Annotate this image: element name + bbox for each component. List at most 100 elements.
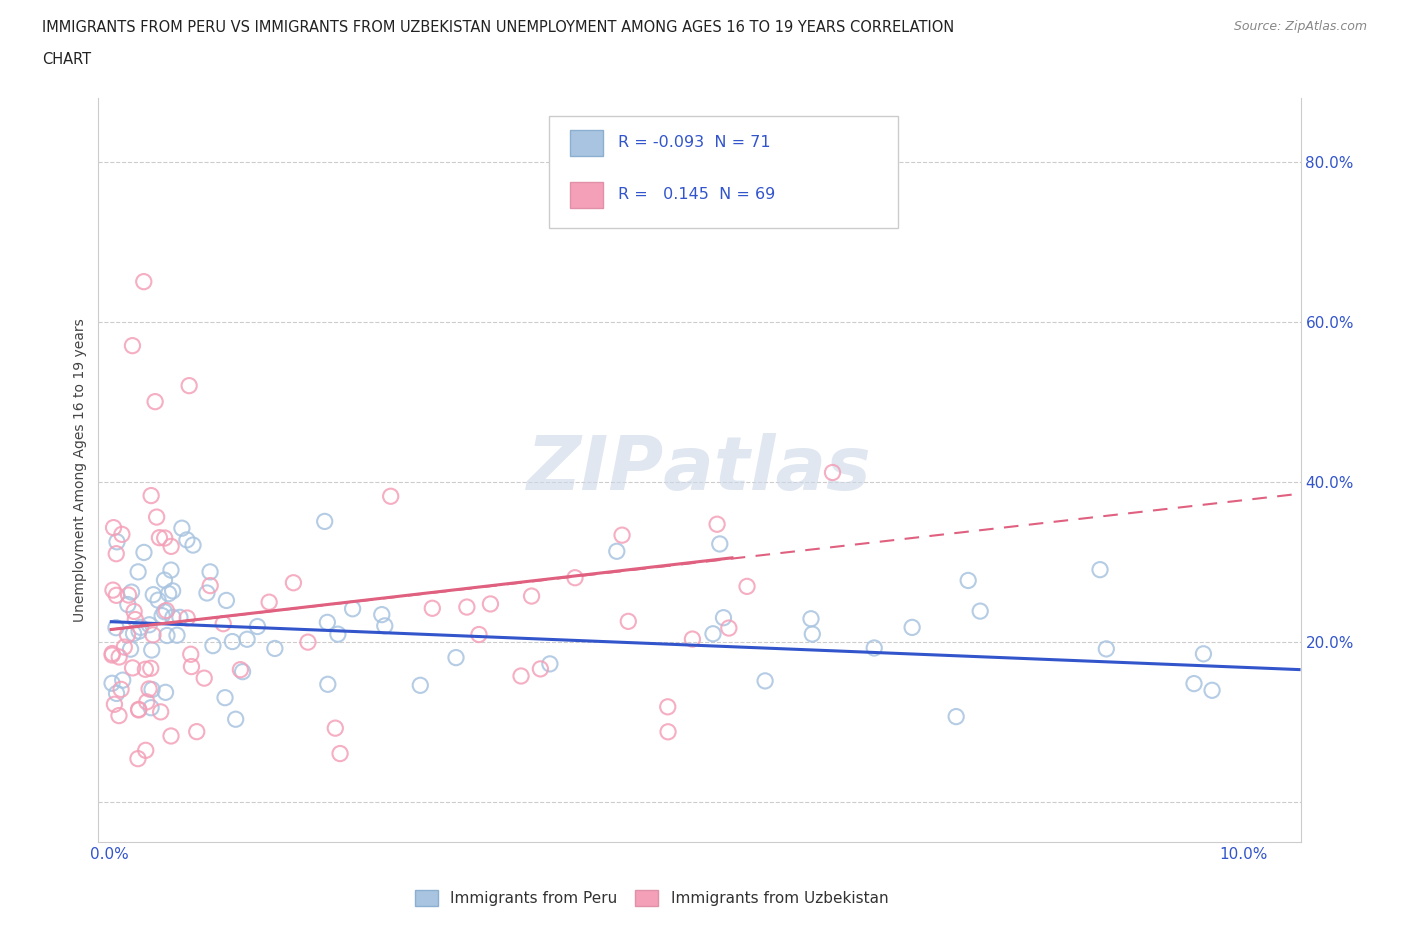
FancyBboxPatch shape [550, 116, 898, 228]
Point [969, 604, 991, 618]
Text: R =   0.145  N = 69: R = 0.145 N = 69 [617, 187, 775, 202]
Point [132, 274, 155, 289]
Point [145, 510, 167, 525]
Point [538, 657, 561, 671]
Point [314, 514, 336, 529]
Point [380, 489, 402, 504]
Point [162, 610, 184, 625]
Point [702, 626, 724, 641]
Point [801, 627, 824, 642]
Point [127, 565, 149, 579]
Point [169, 610, 191, 625]
Point [117, 588, 139, 603]
Point [754, 673, 776, 688]
Point [342, 602, 364, 617]
Legend: Immigrants from Peru, Immigrants from Uzbekistan: Immigrants from Peru, Immigrants from Uz… [409, 884, 894, 912]
Point [456, 600, 478, 615]
Point [1201, 683, 1223, 698]
Point [122, 626, 145, 641]
Point [111, 527, 134, 542]
Point [709, 537, 731, 551]
Point [215, 593, 238, 608]
Point [142, 628, 165, 643]
Point [121, 660, 143, 675]
Point [108, 708, 131, 723]
Text: R = -0.093  N = 71: R = -0.093 N = 71 [617, 135, 770, 150]
Point [103, 520, 125, 535]
Point [225, 711, 247, 726]
Point [283, 576, 305, 591]
Point [139, 661, 162, 676]
Point [111, 672, 134, 687]
Point [117, 628, 139, 643]
Point [520, 589, 543, 604]
Point [112, 640, 135, 655]
Point [105, 546, 128, 561]
Text: CHART: CHART [42, 52, 91, 67]
Point [510, 669, 533, 684]
Point [957, 573, 980, 588]
Point [468, 627, 491, 642]
Point [160, 728, 183, 743]
Point [127, 751, 149, 766]
Point [198, 565, 221, 579]
Point [143, 394, 166, 409]
Point [121, 585, 143, 600]
Point [135, 695, 157, 710]
Point [195, 586, 218, 601]
Point [221, 634, 243, 649]
Point [110, 682, 132, 697]
Point [821, 465, 844, 480]
Point [409, 678, 432, 693]
Point [198, 578, 221, 593]
Point [176, 533, 198, 548]
Point [120, 642, 142, 657]
Point [657, 699, 679, 714]
Point [297, 634, 319, 649]
Point [236, 631, 259, 646]
Point [263, 641, 285, 656]
Point [444, 650, 467, 665]
Point [128, 702, 150, 717]
Text: IMMIGRANTS FROM PERU VS IMMIGRANTS FROM UZBEKISTAN UNEMPLOYMENT AMONG AGES 16 TO: IMMIGRANTS FROM PERU VS IMMIGRANTS FROM … [42, 20, 955, 35]
Point [181, 538, 204, 552]
Point [153, 531, 176, 546]
Point [105, 686, 128, 701]
Point [1095, 642, 1118, 657]
Point [101, 646, 124, 661]
Point [166, 628, 188, 643]
Point [717, 620, 740, 635]
Point [139, 488, 162, 503]
Point [617, 614, 640, 629]
Point [800, 611, 823, 626]
Point [214, 690, 236, 705]
FancyBboxPatch shape [569, 181, 603, 207]
Point [150, 608, 173, 623]
Point [371, 607, 394, 622]
Point [104, 620, 127, 635]
Point [141, 682, 163, 697]
Point [657, 724, 679, 739]
Point [157, 586, 180, 601]
Point [101, 647, 124, 662]
Point [149, 704, 172, 719]
Point [316, 615, 339, 630]
Point [101, 676, 124, 691]
Point [160, 563, 183, 578]
Point [155, 604, 177, 618]
Point [148, 530, 170, 545]
Point [101, 583, 124, 598]
Point [180, 647, 202, 662]
Point [142, 587, 165, 602]
Point [610, 527, 633, 542]
Point [103, 697, 125, 711]
Point [135, 743, 157, 758]
Point [128, 702, 150, 717]
Point [901, 620, 924, 635]
Point [713, 610, 735, 625]
Point [1088, 563, 1111, 578]
Point [179, 379, 201, 393]
Point [323, 721, 346, 736]
Point [316, 677, 339, 692]
Point [706, 517, 728, 532]
